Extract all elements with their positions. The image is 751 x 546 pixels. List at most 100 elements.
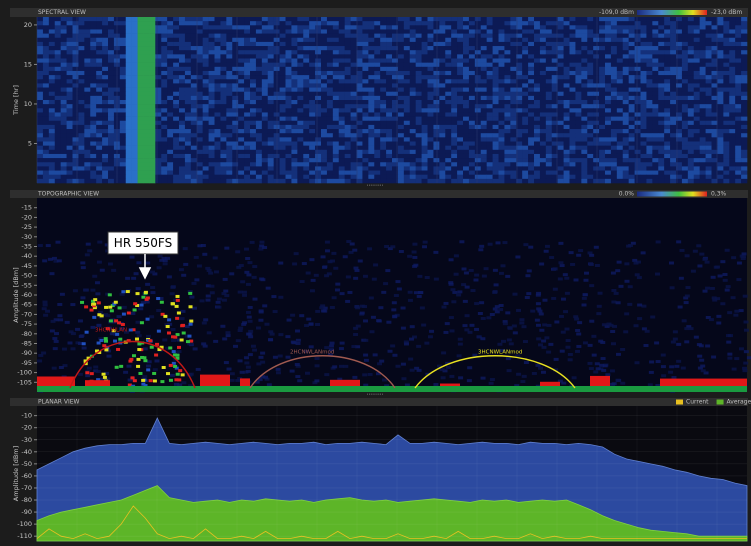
- waterfall-cell: [78, 149, 85, 155]
- waterfall-cell: [729, 174, 736, 180]
- waterfall-cell: [167, 83, 174, 88]
- waterfall-cell: [729, 25, 736, 30]
- waterfall-cell: [741, 100, 748, 105]
- waterfall-cell: [108, 46, 115, 51]
- waterfall-cell: [255, 25, 263, 30]
- waterfall-cell: [451, 37, 458, 43]
- waterfall-cell: [492, 149, 499, 155]
- waterfall-cell: [344, 112, 351, 117]
- waterfall-cell: [309, 83, 316, 88]
- waterfall-cell: [255, 153, 263, 159]
- waterfall-cell: [326, 137, 334, 142]
- waterfall-cell: [705, 46, 712, 51]
- waterfall-cell: [433, 116, 440, 122]
- waterfall-cell: [735, 37, 742, 43]
- waterfall-cell: [179, 133, 186, 138]
- waterfall-cell: [699, 149, 706, 155]
- waterfall-cell: [356, 145, 363, 151]
- waterfall-cell: [380, 104, 387, 109]
- waterfall-cell: [261, 62, 269, 68]
- waterfall-cell: [291, 174, 298, 180]
- splitter[interactable]: ·········: [366, 392, 383, 399]
- waterfall-cell: [102, 54, 109, 59]
- waterfall-cell: [699, 112, 706, 117]
- waterfall-cell: [457, 129, 464, 134]
- waterfall-cell: [196, 37, 203, 43]
- waterfall-cell: [149, 83, 156, 88]
- waterfall-cell: [498, 116, 505, 122]
- waterfall-cell: [261, 153, 269, 159]
- waterfall-cell: [664, 129, 671, 134]
- waterfall-cell: [309, 79, 316, 84]
- waterfall-cell: [338, 133, 345, 138]
- waterfall-cell: [486, 58, 493, 63]
- waterfall-cell: [676, 120, 683, 126]
- waterfall-cell: [403, 145, 411, 151]
- waterfall-cell: [676, 29, 683, 34]
- waterfall-cell: [528, 21, 535, 26]
- waterfall-cell: [303, 129, 310, 134]
- waterfall-cell: [72, 83, 79, 88]
- splitter[interactable]: ·········: [366, 183, 383, 190]
- waterfall-cell: [575, 158, 582, 163]
- waterfall-cell: [528, 25, 535, 30]
- waterfall-cell: [563, 178, 570, 184]
- waterfall-cell: [108, 87, 115, 92]
- waterfall-cell: [297, 66, 304, 72]
- waterfall-cell: [167, 58, 174, 63]
- waterfall-cell: [610, 91, 618, 97]
- waterfall-cell: [297, 79, 304, 84]
- waterfall-cell: [587, 104, 594, 109]
- waterfall-cell: [498, 120, 505, 126]
- waterfall-cell: [687, 100, 695, 105]
- waterfall-cell: [131, 133, 138, 138]
- waterfall-cell: [427, 133, 434, 138]
- waterfall-cell: [119, 124, 127, 130]
- waterfall-cell: [634, 70, 641, 76]
- waterfall-cell: [605, 50, 612, 55]
- waterfall-cell: [356, 21, 363, 26]
- waterfall-cell: [735, 50, 742, 55]
- waterfall-cell: [723, 70, 730, 76]
- waterfall-cell: [102, 41, 109, 47]
- waterfall-cell: [37, 66, 44, 72]
- waterfall-cell: [255, 87, 263, 92]
- waterfall-cell: [492, 62, 499, 68]
- waterfall-cell: [66, 33, 73, 39]
- waterfall-cell: [119, 116, 127, 122]
- waterfall-cell: [108, 129, 115, 134]
- waterfall-cell: [492, 87, 499, 92]
- waterfall-cell: [356, 178, 363, 184]
- waterfall-cell: [516, 153, 523, 159]
- waterfall-cell: [214, 108, 221, 113]
- waterfall-cell: [676, 158, 683, 163]
- waterfall-cell: [66, 37, 73, 43]
- waterfall-cell: [179, 158, 186, 163]
- waterfall-cell: [66, 162, 73, 167]
- waterfall-cell: [486, 100, 493, 105]
- waterfall-cell: [605, 95, 612, 101]
- waterfall-cell: [326, 54, 334, 59]
- waterfall-cell: [119, 29, 127, 34]
- waterfall-cell: [723, 120, 730, 126]
- waterfall-cell: [96, 58, 103, 63]
- waterfall-cell: [575, 174, 582, 180]
- waterfall-cell: [232, 145, 239, 151]
- waterfall-cell: [338, 104, 345, 109]
- density-cell: [332, 365, 338, 369]
- waterfall-cell: [717, 25, 724, 30]
- waterfall-cell: [54, 29, 61, 34]
- waterfall-cell: [161, 17, 168, 22]
- waterfall-cell: [255, 95, 263, 101]
- waterfall-cell: [498, 70, 505, 76]
- waterfall-cell: [670, 87, 677, 92]
- waterfall-cell: [646, 95, 653, 101]
- waterfall-cell: [439, 137, 446, 142]
- waterfall-cell: [332, 100, 340, 105]
- waterfall-cell: [244, 41, 251, 47]
- waterfall-cell: [563, 87, 570, 92]
- waterfall-cell: [184, 91, 192, 97]
- waterfall-cell: [439, 166, 446, 171]
- waterfall-cell: [539, 141, 547, 146]
- waterfall-cell: [516, 95, 523, 101]
